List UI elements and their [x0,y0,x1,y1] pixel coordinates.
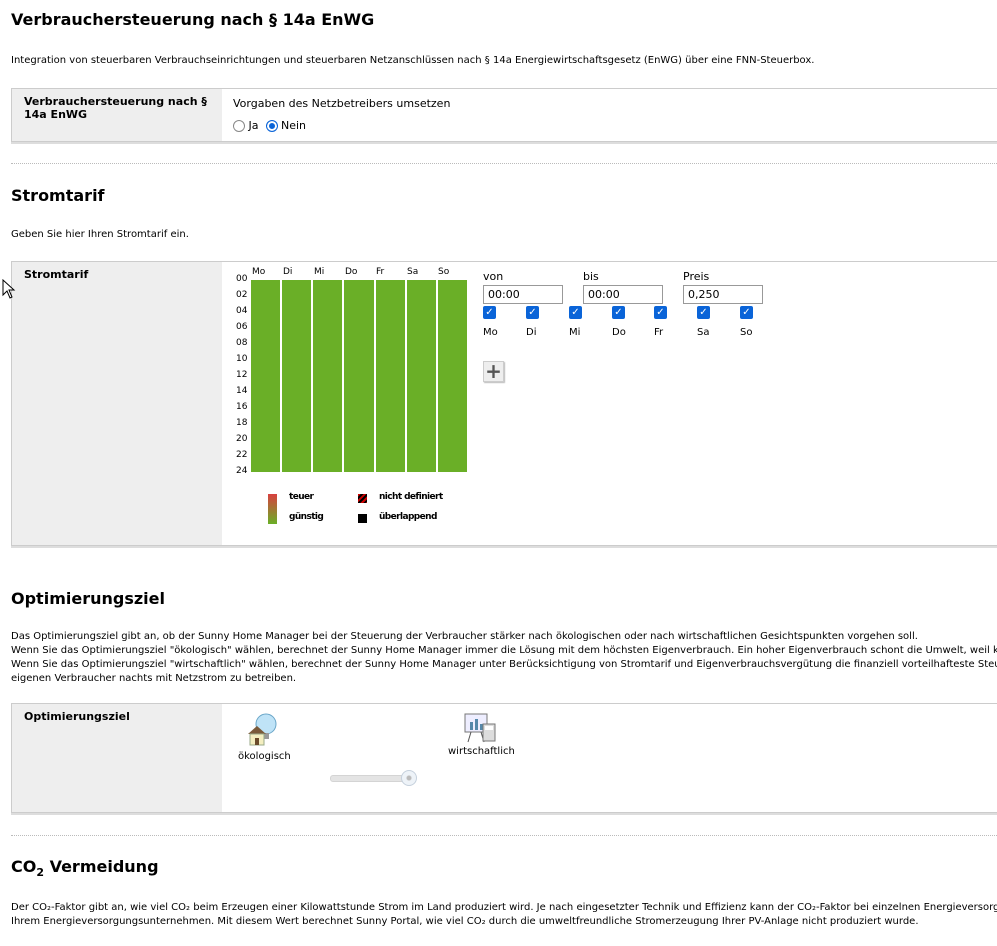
day-checkbox-label: Do [612,327,626,338]
optimierungsziel-line: Wenn Sie das Optimierungsziel "ökologisc… [11,645,997,656]
plus-icon: + [485,359,502,383]
tariff-day-column[interactable] [406,280,436,472]
section-description-stromtarif: Geben Sie hier Ihren Stromtarif ein. [11,229,189,240]
economic-chart-calculator-icon [464,713,496,743]
undefined-swatch [358,494,367,503]
legend-ueberlappend: überlappend [379,512,437,522]
eco-label: ökologisch [238,751,291,762]
section-title-stromtarif: Stromtarif [11,186,105,205]
question-label: Vorgaben des Netzbetreibers umsetzen [233,97,451,110]
day-label: Do [345,267,358,277]
hour-label: 14 [236,386,248,396]
panel-label: Optimierungsziel [12,704,222,812]
hour-label: 02 [236,290,248,300]
co2-line: Der CO₂-Faktor gibt an, wie viel CO₂ bei… [11,902,997,913]
day-checkbox-label: Mi [569,327,581,338]
optimierungsziel-line: Wenn Sie das Optimierungsziel "wirtschaf… [11,659,997,670]
tariff-day-column[interactable] [344,280,374,472]
day-checkbox[interactable]: ✓ [740,306,753,319]
section-title-co2: CO2 Vermeidung [11,857,159,879]
panel-stromtarif: Stromtarif [11,261,997,546]
title-part: Vermeidung [44,857,159,876]
radio-ja[interactable]: Ja [233,119,259,132]
slider-handle[interactable] [401,770,417,786]
day-label: Mi [314,267,325,277]
radio-label: Nein [281,119,307,132]
hour-label: 12 [236,370,248,380]
day-checkbox-label: Sa [697,327,710,338]
hour-label: 04 [236,306,248,316]
hour-label: 18 [236,418,248,428]
radio-label: Ja [248,119,259,132]
section-title-optimierungsziel: Optimierungsziel [11,589,165,608]
tariff-day-column[interactable] [282,280,312,472]
radio-nein[interactable]: Nein [265,119,307,132]
section-description-14a: Integration von steuerbaren Verbrauchsei… [11,55,815,66]
day-checkbox[interactable]: ✓ [654,306,667,319]
panel-optimierungsziel: Optimierungsziel [11,703,997,813]
hour-label: 20 [236,434,248,444]
hour-label: 08 [236,338,248,348]
day-label: Di [283,267,293,277]
day-checkbox[interactable]: ✓ [697,306,710,319]
tariff-day-column[interactable] [437,280,467,472]
preis-input[interactable] [683,285,763,304]
day-checkbox[interactable]: ✓ [483,306,496,319]
price-gradient-swatch [268,494,277,524]
eco-house-bulb-icon [248,713,277,746]
tariff-day-column[interactable] [251,280,281,472]
day-label: So [438,267,450,277]
hour-label: 16 [236,402,248,412]
tariff-day-column[interactable] [313,280,343,472]
preis-label: Preis [683,270,710,283]
day-checkbox-label: Di [526,327,537,338]
legend-teuer: teuer [289,492,314,502]
title-subscript: 2 [36,866,44,880]
von-label: von [483,270,504,283]
legend-guenstig: günstig [289,512,324,522]
optimierungsziel-line: eigenen Verbraucher nachts mit Netzstrom… [11,673,297,684]
tariff-day-column[interactable] [375,280,405,472]
day-checkbox[interactable]: ✓ [526,306,539,319]
optimization-slider[interactable] [330,770,417,786]
radio-circle[interactable] [233,120,245,132]
hour-label: 22 [236,450,248,460]
panel-label: Stromtarif [12,262,222,545]
day-checkbox[interactable]: ✓ [612,306,625,319]
overlap-swatch [358,514,367,523]
econ-label: wirtschaftlich [448,746,515,757]
hour-label: 24 [236,466,248,476]
radio-circle[interactable] [265,120,278,132]
hour-label: 10 [236,354,248,364]
hour-label: 00 [236,274,248,284]
day-label: Fr [376,267,385,277]
bis-input[interactable] [583,285,663,304]
day-checkbox[interactable]: ✓ [569,306,582,319]
panel-label: Verbrauchersteuerung nach § 14a EnWG [12,89,222,141]
legend-nicht-definiert: nicht definiert [379,492,443,502]
von-input[interactable] [483,285,563,304]
day-label: Sa [407,267,419,277]
panel-14a: Verbrauchersteuerung nach § 14a EnWG Vor… [11,88,997,142]
radio-group: Ja Nein [233,119,306,132]
section-title-14a: Verbrauchersteuerung nach § 14a EnWG [11,10,375,29]
co2-line: Ihrem Energieversorgungsunternehmen. Mit… [11,916,919,927]
mouse-cursor-icon [2,279,16,299]
add-button[interactable]: + [483,361,504,382]
hour-label: 06 [236,322,248,332]
day-label: Mo [252,267,266,277]
day-checkbox-label: Mo [483,327,498,338]
tariff-grid[interactable] [251,280,467,472]
day-checkbox-label: Fr [654,327,664,338]
title-part: CO [11,857,37,876]
optimierungsziel-line: Das Optimierungsziel gibt an, ob der Sun… [11,631,918,642]
divider [11,835,997,836]
day-checkbox-label: So [740,327,753,338]
divider [11,163,997,164]
bis-label: bis [583,270,599,283]
